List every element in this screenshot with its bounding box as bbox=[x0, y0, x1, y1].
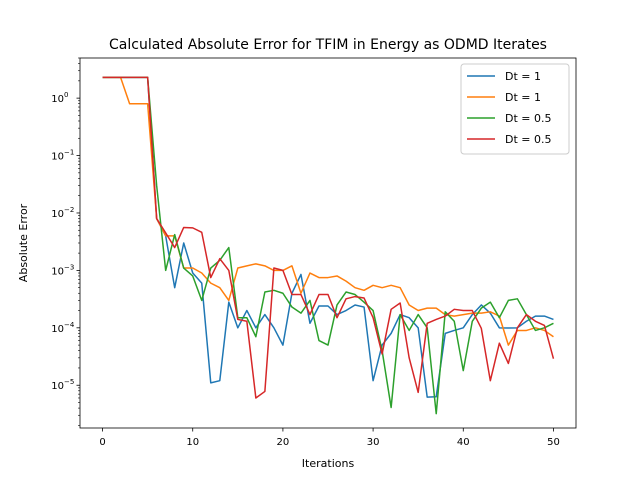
legend: Dt = 1 Dt = 1 Dt = 0.5 Dt = 0.5 bbox=[460, 63, 570, 155]
y-tick-exponent: −4 bbox=[64, 321, 75, 329]
x-tick-label: 20 bbox=[277, 437, 290, 448]
y-tick-exponent: −2 bbox=[64, 206, 74, 214]
legend-label-4: Dt = 0.5 bbox=[505, 133, 552, 146]
series-layer bbox=[102, 76, 555, 415]
y-tick-exponent: 0 bbox=[64, 91, 68, 99]
y-tick-label: 10 bbox=[51, 209, 64, 220]
x-tick-label: 0 bbox=[99, 437, 105, 448]
x-axis-label: Iterations bbox=[302, 457, 355, 470]
series-line-4 bbox=[102, 76, 555, 399]
x-tick-label: 30 bbox=[367, 437, 380, 448]
chart-title: Calculated Absolute Error for TFIM in En… bbox=[109, 37, 547, 53]
legend-label-3: Dt = 0.5 bbox=[505, 112, 552, 125]
y-tick-exponent: −1 bbox=[64, 149, 74, 157]
y-tick-exponent: −3 bbox=[64, 263, 74, 271]
y-axis-label: Absolute Error bbox=[17, 203, 30, 282]
y-tick-label: 10 bbox=[51, 152, 64, 163]
y-tick-label: 10 bbox=[51, 94, 64, 105]
series-line-1 bbox=[102, 76, 554, 398]
y-tick-exponent: −5 bbox=[64, 378, 74, 386]
legend-label-1: Dt = 1 bbox=[505, 70, 541, 83]
x-tick-label: 50 bbox=[547, 437, 560, 448]
x-tick-label: 10 bbox=[186, 437, 199, 448]
y-tick-label: 10 bbox=[51, 381, 64, 392]
x-axis: 0 10 20 30 40 50 bbox=[99, 428, 560, 448]
legend-label-2: Dt = 1 bbox=[505, 91, 541, 104]
y-tick-label: 10 bbox=[51, 324, 64, 335]
series-line-3 bbox=[102, 76, 554, 415]
x-tick-label: 40 bbox=[457, 437, 470, 448]
legend-box bbox=[460, 63, 570, 155]
y-tick-label: 10 bbox=[51, 266, 64, 277]
